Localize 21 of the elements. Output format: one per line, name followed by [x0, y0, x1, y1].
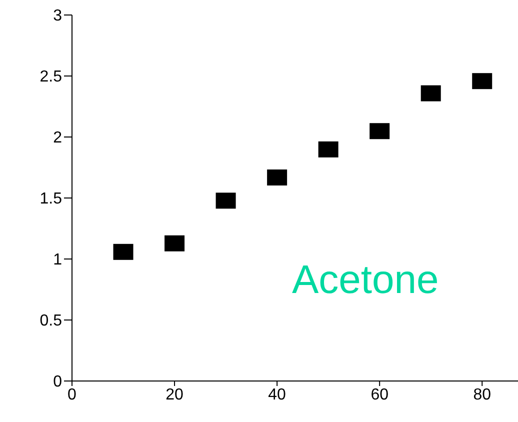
y-tick-label: 0.5	[40, 312, 62, 330]
point	[216, 192, 236, 209]
x-tick-label: 60	[370, 386, 389, 404]
y-tick-label: 2	[53, 130, 62, 147]
y-tick-label: 1.5	[40, 190, 62, 208]
x-tick-label: 40	[268, 386, 286, 404]
y-tick-label: 2.5	[40, 68, 62, 86]
y-tick-label: 1	[53, 252, 62, 269]
annotation: Acetone	[292, 258, 439, 303]
x-tick-label: 20	[166, 386, 184, 404]
y-tick-label: 3	[53, 8, 62, 25]
x-tick-label: 80	[473, 386, 492, 404]
point	[113, 244, 134, 260]
point	[472, 73, 492, 90]
y-tick-label: 0	[53, 374, 62, 391]
x-tick-label: 0	[68, 386, 77, 404]
point	[267, 169, 288, 186]
point	[318, 141, 338, 158]
point	[370, 123, 390, 140]
point	[164, 235, 185, 252]
point	[420, 85, 441, 102]
